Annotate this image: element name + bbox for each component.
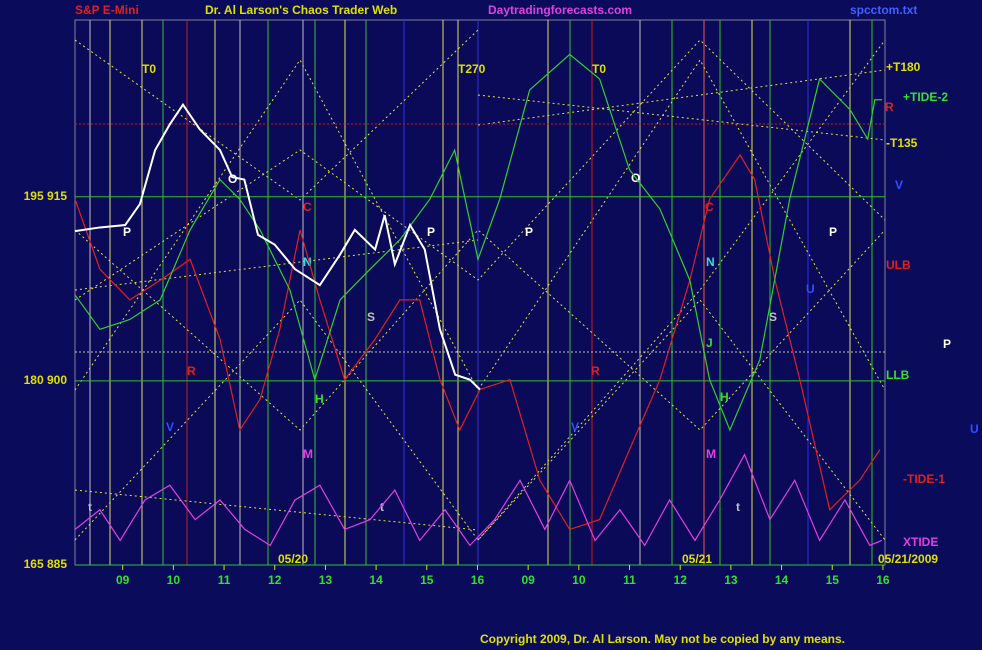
letter: P bbox=[123, 225, 131, 239]
letter: N bbox=[303, 255, 312, 269]
x-tick-label: 12 bbox=[268, 573, 282, 587]
series-line bbox=[74, 453, 883, 547]
x-tick-label: 09 bbox=[521, 573, 535, 587]
letter: t bbox=[380, 500, 384, 514]
y-tick-label: 165 885 bbox=[24, 557, 68, 571]
letter: P bbox=[525, 225, 533, 239]
label: T270 bbox=[458, 62, 486, 76]
label: ULB bbox=[886, 258, 911, 272]
label: LLB bbox=[886, 368, 910, 382]
chart-title: Dr. Al Larson's Chaos Trader Web bbox=[205, 3, 397, 17]
letter: t bbox=[88, 500, 92, 514]
series-line bbox=[74, 102, 481, 391]
letter: N bbox=[706, 255, 715, 269]
letter: M bbox=[303, 447, 313, 461]
date: 05/21/2009 bbox=[878, 552, 938, 566]
x-tick-label: 11 bbox=[218, 573, 231, 587]
letter: P bbox=[829, 225, 837, 239]
x-tick-label: 11 bbox=[623, 573, 636, 587]
copyright: Copyright 2009, Dr. Al Larson. May not b… bbox=[480, 632, 845, 646]
letter: H bbox=[315, 392, 324, 406]
letter: C bbox=[705, 200, 714, 214]
date: 05/21 bbox=[682, 552, 712, 566]
x-tick-label: 13 bbox=[724, 573, 738, 587]
x-tick-label: 10 bbox=[572, 573, 586, 587]
site: Daytradingforecasts.com bbox=[488, 3, 632, 17]
label: P bbox=[943, 337, 951, 351]
letter: R bbox=[187, 364, 196, 378]
x-tick-label: 12 bbox=[674, 573, 688, 587]
label: R bbox=[885, 100, 894, 114]
letter: C bbox=[303, 200, 312, 214]
letter: t bbox=[736, 500, 740, 514]
label: T0 bbox=[592, 62, 606, 76]
letter: S bbox=[769, 310, 777, 324]
x-tick-label: 13 bbox=[319, 573, 333, 587]
x-tick-label: 14 bbox=[775, 573, 789, 587]
x-tick-label: 16 bbox=[876, 573, 890, 587]
x-tick-label: 14 bbox=[369, 573, 383, 587]
x-tick-label: 15 bbox=[826, 573, 840, 587]
letter: H bbox=[720, 390, 729, 404]
letter: V bbox=[166, 420, 174, 434]
letter: V bbox=[571, 420, 579, 434]
x-tick-label: 15 bbox=[420, 573, 434, 587]
y-tick-label: 180 900 bbox=[24, 373, 68, 387]
x-tick-label: 09 bbox=[116, 573, 130, 587]
time-lines bbox=[89, 20, 873, 565]
series-line bbox=[74, 53, 882, 432]
label: +T180 bbox=[886, 60, 921, 74]
symbol: S&P E-Mini bbox=[75, 3, 139, 17]
letter: J bbox=[706, 336, 713, 350]
label: XTIDE bbox=[903, 535, 938, 549]
label: T0 bbox=[142, 62, 156, 76]
date: 05/20 bbox=[278, 552, 308, 566]
x-tick-label: 10 bbox=[167, 573, 181, 587]
label: U bbox=[970, 422, 979, 436]
label: -T135 bbox=[886, 136, 918, 150]
series-line bbox=[74, 153, 881, 531]
letter: P bbox=[427, 225, 435, 239]
file-name: spcctom.txt bbox=[850, 3, 917, 17]
label: +TIDE-2 bbox=[903, 90, 948, 104]
x-tick-label: 16 bbox=[471, 573, 485, 587]
letter: U bbox=[806, 282, 815, 296]
label: V bbox=[895, 178, 903, 192]
y-tick-label: 195 915 bbox=[24, 189, 68, 203]
letter: O bbox=[228, 172, 237, 186]
letter: M bbox=[706, 447, 716, 461]
letter: R bbox=[591, 364, 600, 378]
plot-area bbox=[74, 19, 886, 566]
label: -TIDE-1 bbox=[903, 472, 945, 486]
letter: S bbox=[367, 310, 375, 324]
